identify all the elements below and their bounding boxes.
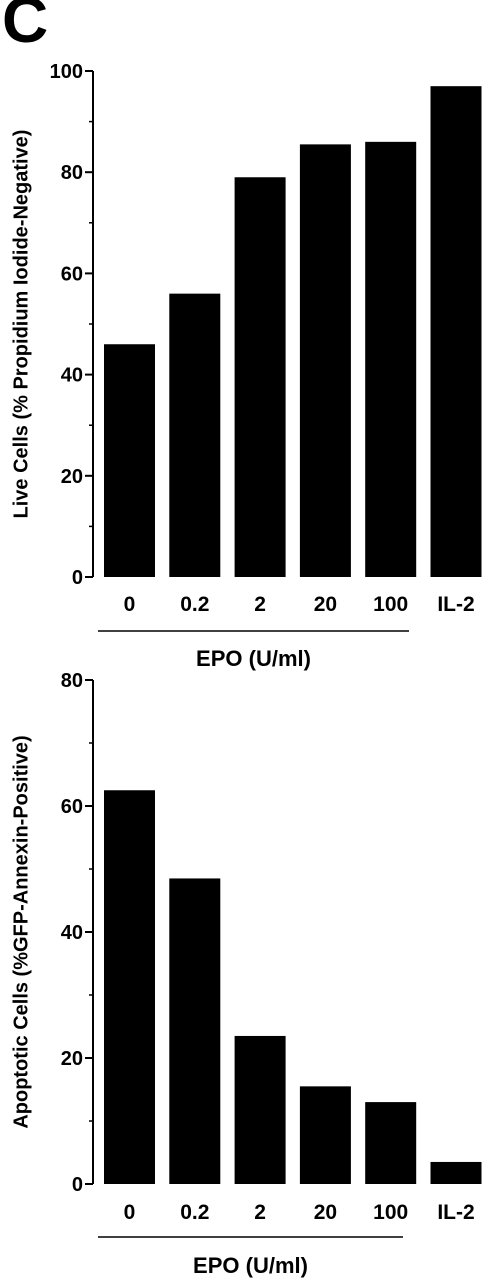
x-tick-label: IL-2 bbox=[437, 593, 474, 616]
y-axis-label: Live Cells (% Propidium Iodide-Negative) bbox=[10, 130, 32, 519]
x-tick-label: 100 bbox=[373, 1201, 408, 1224]
x-tick-label: 100 bbox=[373, 593, 408, 616]
bar bbox=[365, 141, 417, 577]
y-tick-label: 60 bbox=[61, 796, 83, 818]
x-tick-label: 0.2 bbox=[180, 1201, 209, 1224]
x-tick-label: 0 bbox=[124, 593, 136, 616]
bar bbox=[169, 878, 221, 1184]
bar bbox=[299, 144, 351, 577]
panel-label: C bbox=[2, 0, 49, 56]
bar bbox=[104, 344, 155, 577]
y-tick-label: 40 bbox=[61, 922, 83, 944]
chart-live-cells: 0 20 40 60 80 100 0 0.2 2 20 100 IL-2 EPO (U/ml) Live… bbox=[10, 61, 482, 671]
y-tick-label: 80 bbox=[61, 670, 83, 692]
y-tick-label: 0 bbox=[72, 1174, 83, 1196]
chart-apoptotic-cells: 0 20 40 60 80 0 0.2 2 20 100 IL-2 EPO (U/ml) Apoptot… bbox=[10, 670, 482, 1278]
x-tick-label: IL-2 bbox=[437, 1201, 474, 1224]
bar bbox=[169, 293, 221, 577]
x-tick-label: 20 bbox=[314, 593, 337, 616]
x-tick-label: 2 bbox=[254, 593, 266, 616]
y-tick-label: 0 bbox=[72, 567, 83, 589]
x-tick-label: 0 bbox=[124, 1201, 136, 1224]
y-tick-label: 20 bbox=[61, 1048, 83, 1070]
y-tick-label: 60 bbox=[61, 263, 83, 285]
y-tick-label: 100 bbox=[50, 61, 83, 83]
bar bbox=[234, 177, 286, 577]
x-tick-label: 20 bbox=[314, 1201, 337, 1224]
y-tick-label: 80 bbox=[61, 162, 83, 184]
x-axis-label: EPO (U/ml) bbox=[196, 646, 311, 671]
bar bbox=[430, 86, 482, 578]
x-tick-label: 0.2 bbox=[180, 593, 209, 616]
bar bbox=[104, 790, 155, 1184]
bar bbox=[234, 1035, 286, 1184]
bar bbox=[430, 1161, 482, 1184]
x-axis-label: EPO (U/ml) bbox=[193, 1253, 308, 1278]
y-axis-label: Apoptotic Cells (%GFP-Annexin-Positive) bbox=[10, 735, 32, 1128]
y-tick-label: 20 bbox=[61, 466, 83, 488]
bar bbox=[365, 1102, 417, 1184]
bar bbox=[299, 1086, 351, 1184]
y-tick-label: 40 bbox=[61, 365, 83, 387]
x-tick-label: 2 bbox=[254, 1201, 266, 1224]
